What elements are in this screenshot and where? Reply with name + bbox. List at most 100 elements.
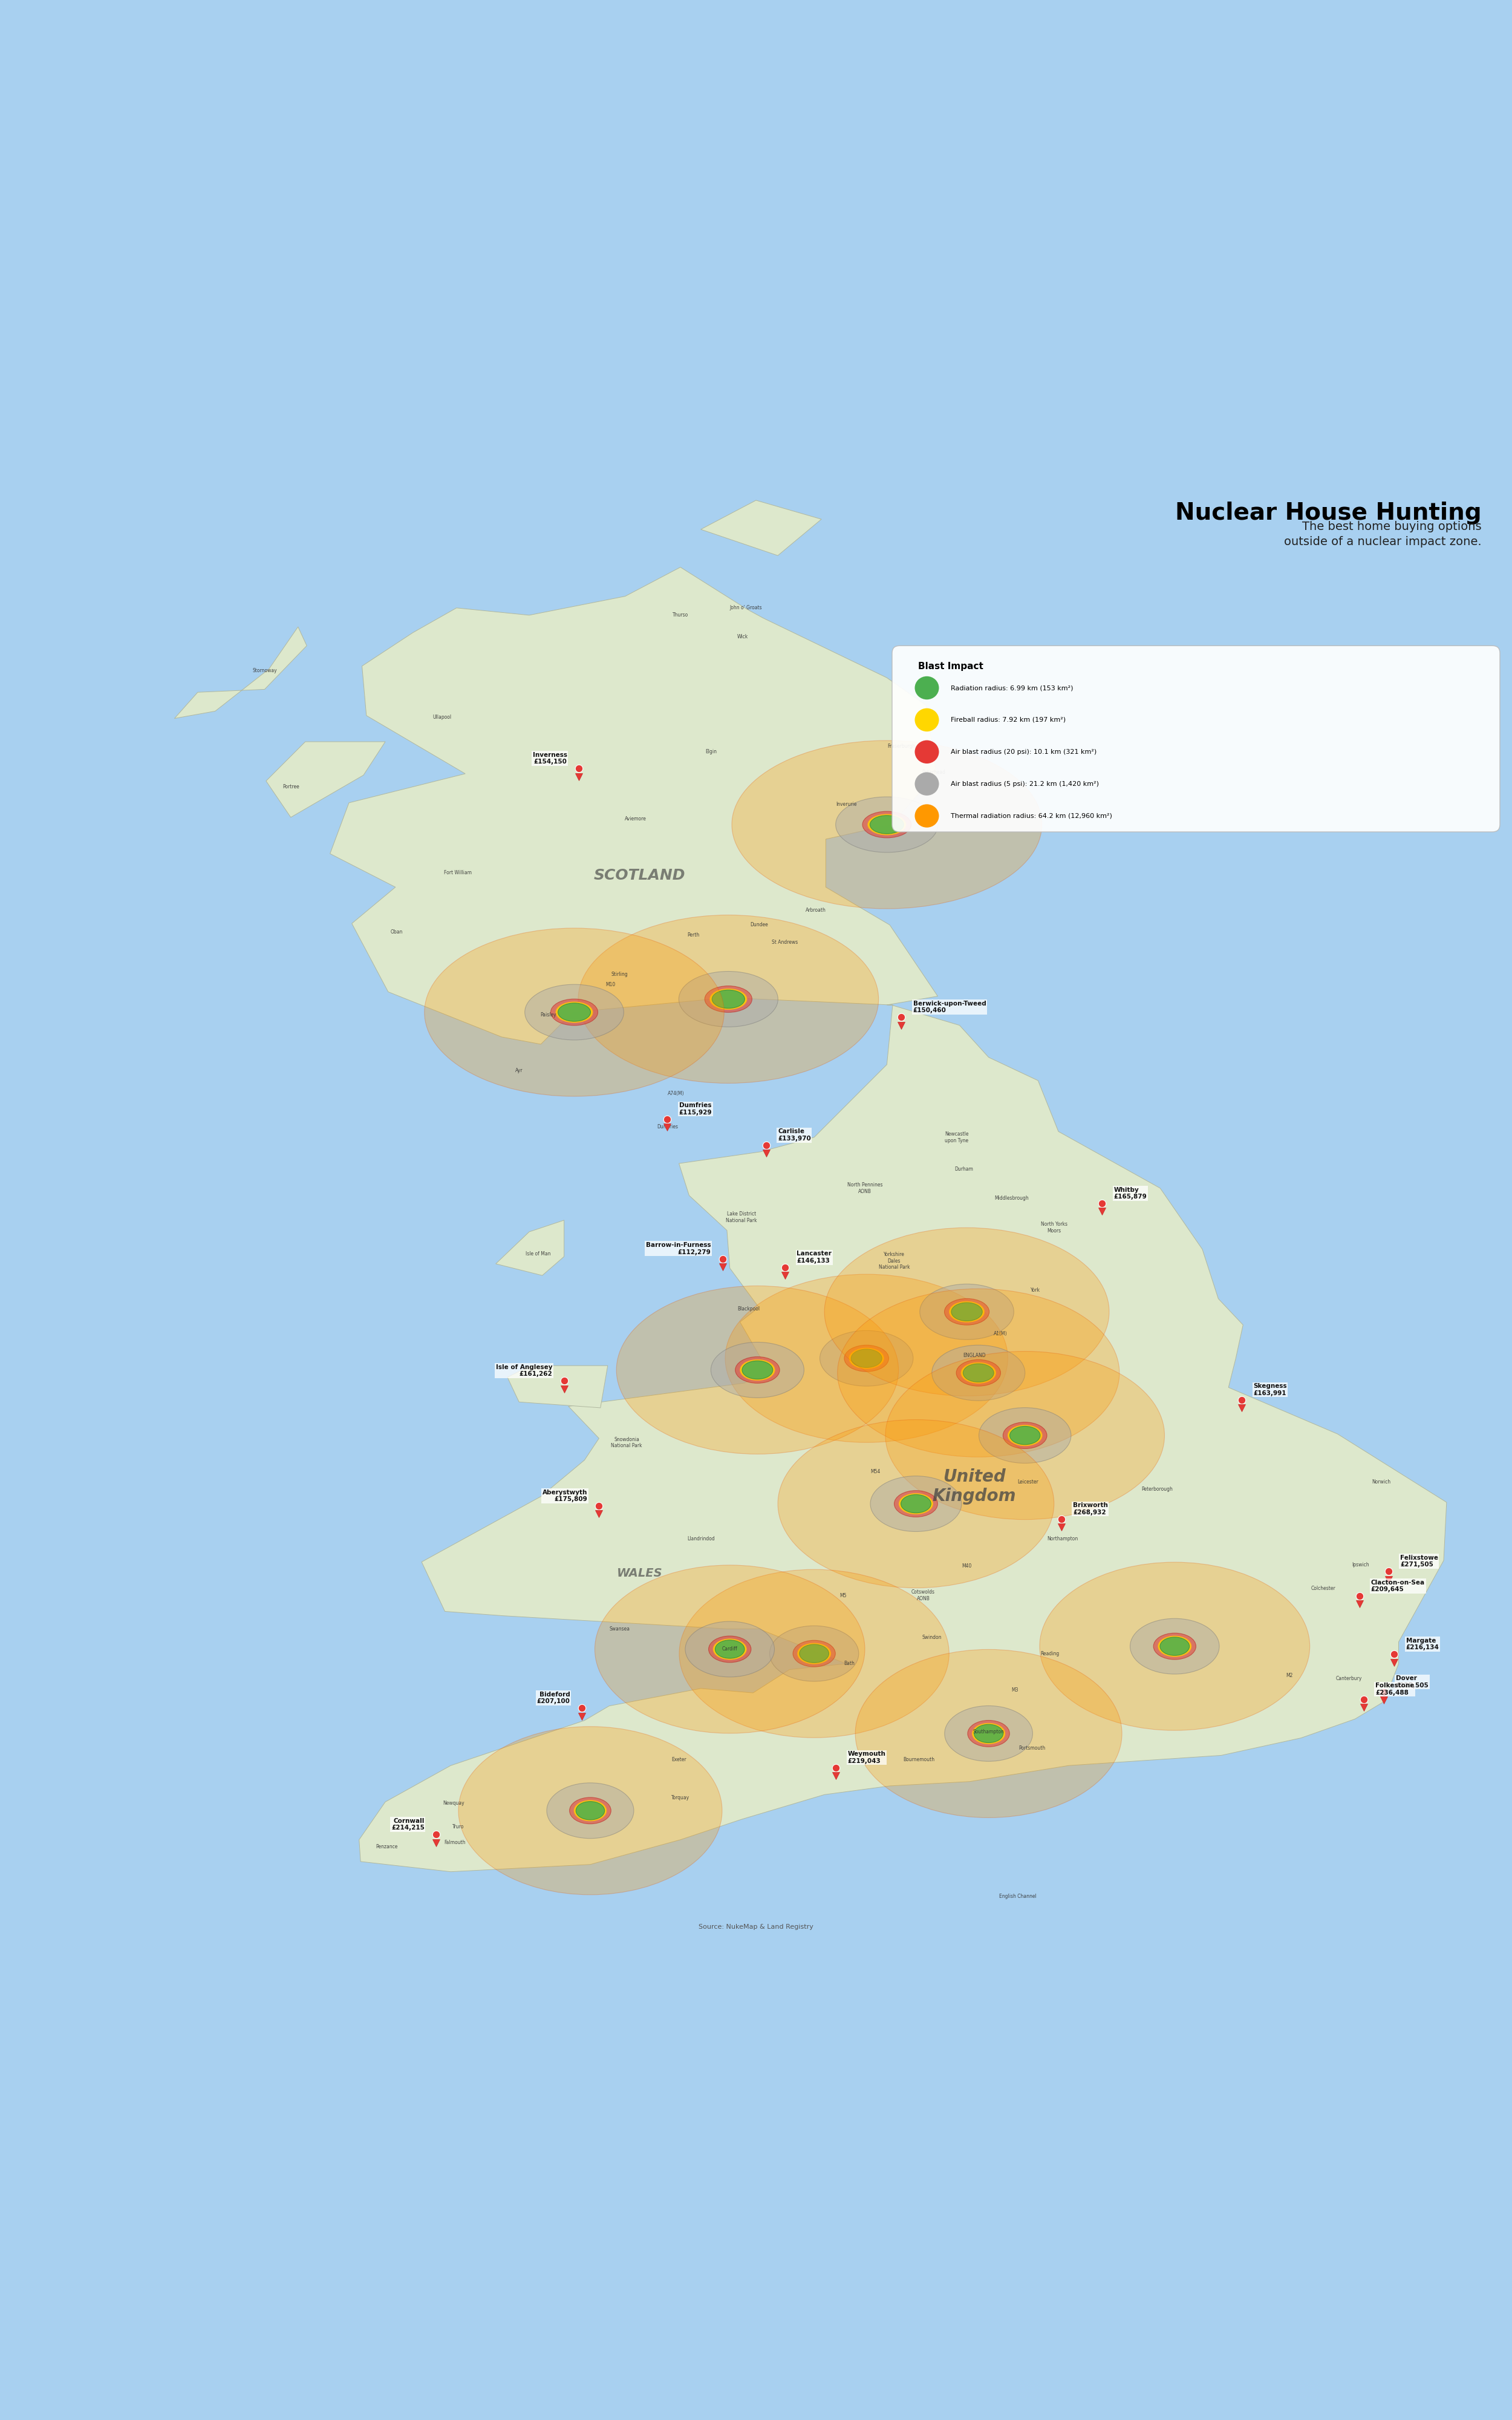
- Polygon shape: [496, 1220, 564, 1275]
- Text: A1(M): A1(M): [993, 1331, 1007, 1336]
- Text: Folkestone
£236,488: Folkestone £236,488: [1376, 1682, 1414, 1696]
- Text: English Channel: English Channel: [999, 1895, 1036, 1900]
- Text: Paisley: Paisley: [540, 1012, 556, 1019]
- Ellipse shape: [770, 1626, 859, 1682]
- Text: Fireball radius: 7.92 km (197 km²): Fireball radius: 7.92 km (197 km²): [951, 716, 1066, 724]
- Text: WALES: WALES: [617, 1568, 662, 1580]
- Polygon shape: [700, 501, 821, 557]
- Text: Portree: Portree: [283, 784, 299, 789]
- Text: M10: M10: [606, 983, 615, 987]
- Ellipse shape: [742, 1360, 773, 1379]
- Ellipse shape: [820, 1331, 913, 1387]
- Text: Margate
£216,134: Margate £216,134: [1406, 1638, 1439, 1650]
- Text: Llandrindod: Llandrindod: [686, 1537, 715, 1542]
- Text: Aberystwyth
£175,809: Aberystwyth £175,809: [543, 1488, 587, 1503]
- Ellipse shape: [978, 1408, 1070, 1464]
- Ellipse shape: [705, 985, 751, 1012]
- Text: Elgin: Elgin: [705, 750, 717, 755]
- Text: Brixworth
£268,932: Brixworth £268,932: [1074, 1503, 1108, 1515]
- Ellipse shape: [556, 1002, 593, 1024]
- Text: Colchester: Colchester: [1311, 1585, 1335, 1590]
- Text: Bideford
£207,100: Bideford £207,100: [537, 1692, 570, 1704]
- Text: Lake District
National Park: Lake District National Park: [726, 1212, 758, 1222]
- Ellipse shape: [1007, 1425, 1042, 1445]
- Text: United
Kingdom: United Kingdom: [933, 1469, 1016, 1505]
- Text: Southampton: Southampton: [972, 1730, 1004, 1735]
- Text: Barrow-in-Furness
£112,279: Barrow-in-Furness £112,279: [646, 1241, 711, 1256]
- Ellipse shape: [735, 1358, 780, 1384]
- Text: Norwich: Norwich: [1371, 1479, 1391, 1486]
- Ellipse shape: [1002, 1423, 1046, 1450]
- Polygon shape: [330, 566, 1447, 1871]
- Ellipse shape: [712, 990, 745, 1009]
- Text: Ullapool: Ullapool: [432, 714, 452, 719]
- Ellipse shape: [1010, 1425, 1040, 1445]
- Ellipse shape: [679, 1571, 950, 1738]
- Ellipse shape: [594, 1566, 865, 1733]
- Text: The best home buying options
outside of a nuclear impact zone.: The best home buying options outside of …: [1284, 520, 1482, 547]
- Ellipse shape: [578, 915, 878, 1084]
- Text: Falmouth: Falmouth: [445, 1839, 466, 1846]
- Ellipse shape: [1040, 1563, 1309, 1730]
- Ellipse shape: [1129, 1619, 1219, 1675]
- Text: Middlesbrough: Middlesbrough: [995, 1195, 1030, 1200]
- Text: Skegness
£163,991: Skegness £163,991: [1253, 1384, 1287, 1396]
- Ellipse shape: [972, 1723, 1005, 1745]
- Text: North Yorks
Moors: North Yorks Moors: [1040, 1222, 1067, 1234]
- Ellipse shape: [951, 1302, 983, 1321]
- Ellipse shape: [886, 1350, 1164, 1520]
- Text: Clacton-on-Sea
£209,645: Clacton-on-Sea £209,645: [1371, 1580, 1424, 1592]
- Ellipse shape: [869, 816, 904, 835]
- Text: Inverness
£154,150: Inverness £154,150: [532, 753, 567, 765]
- Ellipse shape: [711, 1343, 804, 1399]
- Text: Reading: Reading: [1040, 1650, 1058, 1655]
- Text: Perth: Perth: [688, 932, 700, 939]
- Ellipse shape: [962, 1362, 996, 1384]
- Ellipse shape: [900, 1493, 933, 1515]
- Text: Cardiff: Cardiff: [723, 1646, 738, 1653]
- Ellipse shape: [777, 1421, 1054, 1588]
- Ellipse shape: [715, 1641, 744, 1658]
- Text: Fraserburgh: Fraserburgh: [888, 743, 915, 748]
- Text: M5: M5: [839, 1592, 847, 1597]
- Circle shape: [915, 803, 939, 828]
- Ellipse shape: [844, 1346, 889, 1372]
- Ellipse shape: [919, 1285, 1015, 1341]
- Text: Bournemouth: Bournemouth: [903, 1757, 934, 1762]
- Text: Bath: Bath: [844, 1660, 854, 1667]
- Circle shape: [915, 772, 939, 796]
- Text: Whitby
£165,879: Whitby £165,879: [1114, 1186, 1146, 1200]
- Circle shape: [915, 709, 939, 731]
- Text: Truro: Truro: [452, 1825, 464, 1830]
- Text: Swindon: Swindon: [922, 1636, 942, 1641]
- Ellipse shape: [547, 1784, 634, 1839]
- Text: Source: NukeMap & Land Registry: Source: NukeMap & Land Registry: [699, 1924, 813, 1929]
- Text: Swansea: Swansea: [609, 1626, 629, 1631]
- Text: Cotswolds
AONB: Cotswolds AONB: [912, 1590, 934, 1602]
- Ellipse shape: [576, 1800, 605, 1820]
- Circle shape: [915, 675, 939, 699]
- Ellipse shape: [838, 1290, 1119, 1457]
- Text: Dover
£225,505: Dover £225,505: [1396, 1675, 1429, 1689]
- Text: Exeter: Exeter: [671, 1757, 686, 1762]
- Ellipse shape: [1160, 1638, 1190, 1655]
- Text: Aviemore: Aviemore: [624, 816, 646, 820]
- Text: Leicester: Leicester: [1018, 1479, 1039, 1486]
- Ellipse shape: [862, 811, 912, 837]
- Ellipse shape: [851, 1350, 881, 1367]
- Text: John o' Groats: John o' Groats: [730, 605, 762, 610]
- Ellipse shape: [824, 1227, 1110, 1396]
- Ellipse shape: [945, 1300, 989, 1326]
- Text: Carlisle
£133,970: Carlisle £133,970: [777, 1128, 810, 1142]
- Ellipse shape: [550, 999, 597, 1026]
- Ellipse shape: [871, 1476, 962, 1532]
- Ellipse shape: [836, 796, 937, 852]
- Ellipse shape: [525, 985, 624, 1041]
- Text: Peterhead: Peterhead: [922, 770, 945, 774]
- Text: Air blast radius (20 psi): 10.1 km (321 km²): Air blast radius (20 psi): 10.1 km (321 …: [951, 748, 1098, 755]
- Ellipse shape: [685, 1621, 774, 1677]
- Text: York: York: [1030, 1287, 1040, 1292]
- Ellipse shape: [709, 1636, 751, 1663]
- Text: Blast Impact: Blast Impact: [918, 661, 983, 670]
- Text: Yorkshire
Dales
National Park: Yorkshire Dales National Park: [878, 1251, 910, 1270]
